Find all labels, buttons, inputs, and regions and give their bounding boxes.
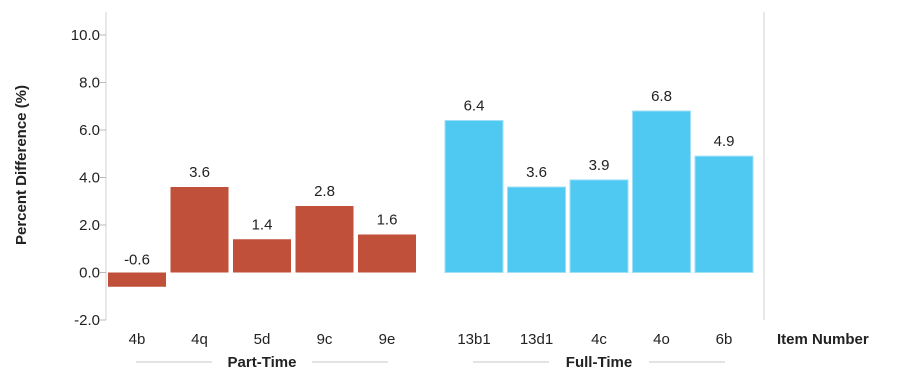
data-label: -0.6	[124, 252, 150, 269]
data-label: 6.8	[651, 88, 672, 105]
data-label: 1.4	[252, 216, 273, 233]
data-labels: -0.6 3.6 1.4 2.8 1.6 6.4 3.6 3.9 6.8 4.9	[124, 88, 734, 269]
bar	[108, 272, 166, 287]
x-tick-label: 13d1	[520, 331, 553, 348]
y-tick-label: 6.0	[79, 122, 100, 139]
data-label: 6.4	[464, 98, 485, 115]
x-axis-title: Item Number	[777, 331, 869, 348]
data-label: 2.8	[314, 183, 335, 200]
x-tick-label: 5d	[254, 331, 271, 348]
data-label: 3.9	[589, 157, 610, 174]
y-axis-title: Percent Difference (%)	[13, 85, 30, 245]
bar	[170, 187, 229, 273]
group-label: Part-Time	[228, 354, 297, 371]
y-tick-label: -2.0	[74, 312, 100, 329]
group-label: Full-Time	[566, 354, 632, 371]
bar	[569, 179, 629, 273]
bar	[694, 155, 754, 273]
x-tick-label: 4c	[591, 331, 607, 348]
x-tick-label: 9e	[379, 331, 396, 348]
bar	[358, 234, 416, 273]
y-tick-label: 4.0	[79, 170, 100, 187]
y-tick-label: 0.0	[79, 265, 100, 282]
bar	[507, 186, 566, 273]
x-tick-label: 9c	[317, 331, 333, 348]
x-tick-label: 4q	[191, 331, 208, 348]
plot-frame	[105, 12, 765, 320]
x-axis-ticks: 4b 4q 5d 9c 9e 13b1 13d1 4c 4o 6b	[129, 331, 733, 348]
bars	[108, 110, 754, 287]
x-tick-label: 6b	[716, 331, 733, 348]
x-tick-label: 4b	[129, 331, 146, 348]
x-tick-label: 13b1	[457, 331, 490, 348]
x-tick-label: 4o	[653, 331, 670, 348]
data-label: 4.9	[714, 133, 735, 150]
bar	[632, 110, 691, 273]
data-label: 1.6	[377, 212, 398, 229]
data-label: 3.6	[189, 164, 210, 181]
y-tick-label: 10.0	[71, 27, 100, 44]
data-label: 3.6	[526, 164, 547, 181]
bar	[444, 120, 504, 273]
y-axis-ticks: 10.0 8.0 6.0 4.0 2.0 0.0 -2.0	[71, 27, 106, 329]
bar	[295, 206, 354, 273]
bar	[233, 239, 291, 273]
group-labels: Part-Time Full-Time	[136, 354, 725, 371]
y-tick-label: 8.0	[79, 75, 100, 92]
y-tick-label: 2.0	[79, 217, 100, 234]
